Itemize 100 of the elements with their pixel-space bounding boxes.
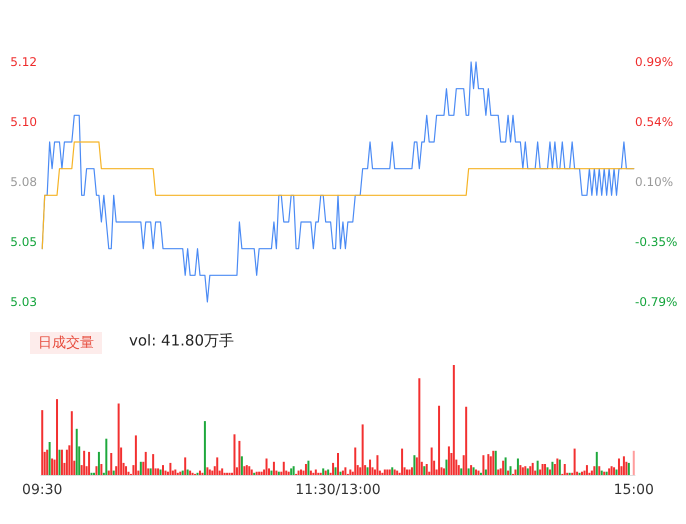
bar [551, 462, 554, 475]
y2-tick-label: 0.99% [635, 55, 674, 69]
x-tick-label: 09:30 [22, 482, 62, 498]
bar [332, 462, 334, 475]
y-tick-label: 5.10 [10, 115, 37, 129]
bar [169, 462, 172, 475]
bar [118, 404, 120, 475]
bar [410, 467, 413, 475]
bar [337, 453, 339, 475]
bar [349, 470, 352, 475]
bar [408, 470, 410, 475]
bar [376, 455, 378, 475]
bar [233, 434, 236, 475]
bar [198, 470, 201, 475]
bar [206, 467, 208, 475]
bar [613, 467, 616, 475]
bar [593, 466, 596, 475]
bar [260, 472, 263, 475]
bar [542, 464, 544, 475]
bar [160, 470, 162, 475]
bar [60, 450, 63, 475]
bar [300, 470, 302, 475]
bar [423, 466, 426, 475]
bar [391, 467, 394, 475]
bar [240, 456, 243, 475]
y-tick-label: 5.08 [10, 175, 37, 189]
bar [98, 452, 100, 475]
bar [494, 450, 497, 475]
bar [76, 428, 78, 475]
bar [270, 470, 272, 475]
bar [110, 453, 112, 475]
bar [460, 468, 462, 475]
bar [366, 467, 369, 475]
chart-title: 日成交量 [38, 335, 94, 351]
bar [182, 470, 184, 475]
bar [438, 406, 440, 475]
bar [327, 470, 330, 475]
bar [334, 467, 337, 475]
bar [546, 467, 548, 475]
bar [125, 466, 128, 475]
bar [544, 464, 546, 475]
y-tick-label: 5.03 [10, 295, 37, 309]
bar [628, 462, 630, 475]
bar [304, 464, 307, 475]
y2-tick-label: -0.79% [635, 295, 678, 309]
bar [105, 438, 108, 475]
bar [516, 458, 519, 475]
bar [298, 470, 300, 475]
bar [406, 470, 408, 475]
bar [510, 466, 512, 475]
bar [507, 470, 510, 475]
bar [413, 455, 416, 475]
x-tick-label: 15:00 [614, 482, 654, 498]
bar [442, 468, 445, 475]
bar [465, 406, 468, 475]
bar [487, 454, 490, 475]
bar [157, 468, 160, 475]
bar [344, 467, 346, 475]
bar [152, 454, 154, 475]
bar [477, 470, 480, 475]
bar [558, 460, 561, 475]
bar [532, 462, 534, 475]
bar [452, 365, 455, 475]
bar [246, 465, 248, 475]
bar [144, 452, 147, 475]
bar [204, 421, 206, 475]
bar [448, 446, 450, 475]
bar [386, 470, 388, 475]
bar [586, 465, 588, 475]
bar [564, 464, 566, 475]
bar [292, 466, 295, 475]
bar [150, 468, 152, 475]
bar [430, 448, 433, 475]
bar [618, 458, 620, 475]
bar [339, 472, 342, 475]
bar [369, 460, 372, 475]
bar [248, 466, 250, 475]
bar [524, 466, 526, 475]
bar [598, 466, 600, 475]
bar [162, 465, 164, 475]
bar [522, 467, 524, 475]
y-tick-label: 5.05 [10, 235, 37, 249]
bar [548, 470, 551, 475]
bar [596, 452, 598, 475]
bar [208, 470, 211, 475]
text: vol: 41.80万手 [129, 332, 234, 350]
bar [418, 378, 420, 475]
bar [608, 468, 610, 475]
bar [140, 462, 142, 475]
y2-tick-label: 0.10% [635, 175, 674, 189]
y2-tick-label: 0.54% [635, 115, 674, 129]
bar [58, 450, 60, 475]
bar [394, 470, 396, 475]
bar [189, 470, 192, 475]
x-tick-label: 11:30/13:00 [295, 482, 381, 498]
bar [600, 470, 603, 475]
bar [314, 470, 317, 475]
bar [519, 465, 522, 475]
bar [622, 456, 625, 475]
bar [514, 470, 516, 475]
